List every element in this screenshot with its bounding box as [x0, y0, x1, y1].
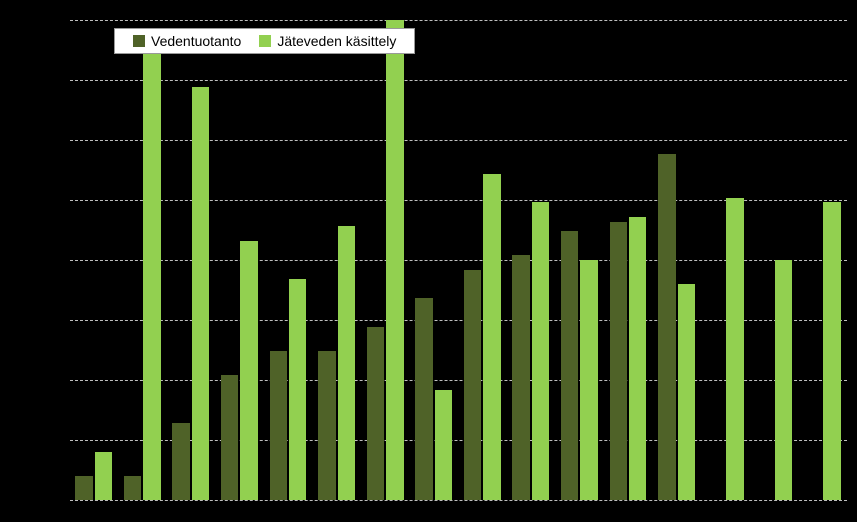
gridline — [70, 500, 847, 501]
bar-series2 — [775, 260, 792, 500]
gridline — [70, 140, 847, 141]
bar-series2 — [289, 279, 306, 500]
legend-label: Vedentuotanto — [151, 33, 241, 49]
bar-series2 — [143, 49, 160, 500]
bar-series1 — [561, 231, 578, 500]
bar-series1 — [415, 298, 432, 500]
plot-area — [70, 20, 847, 500]
bar-series2 — [580, 260, 597, 500]
bar-series2 — [95, 452, 112, 500]
legend-item: Vedentuotanto — [127, 33, 247, 49]
bar-series1 — [512, 255, 529, 500]
bar-series2 — [823, 202, 840, 500]
legend-label: Jäteveden käsittely — [277, 33, 396, 49]
gridline — [70, 20, 847, 21]
bar-series1 — [124, 476, 141, 500]
bar-series1 — [464, 270, 481, 500]
gridline — [70, 80, 847, 81]
bar-series1 — [270, 351, 287, 500]
bar-series2 — [240, 241, 257, 500]
bar-series1 — [172, 423, 189, 500]
bar-series1 — [221, 375, 238, 500]
bar-series2 — [386, 20, 403, 500]
legend-swatch-icon — [133, 35, 145, 47]
bar-series1 — [610, 222, 627, 500]
bar-series2 — [678, 284, 695, 500]
legend-item: Jäteveden käsittely — [253, 33, 402, 49]
bar-series2 — [435, 390, 452, 500]
bar-series2 — [192, 87, 209, 500]
bar-series2 — [629, 217, 646, 500]
chart-legend: Vedentuotanto Jäteveden käsittely — [114, 28, 415, 54]
bar-series2 — [726, 198, 743, 500]
bar-series2 — [532, 202, 549, 500]
bar-series1 — [75, 476, 92, 500]
bar-series1 — [658, 154, 675, 500]
bar-series1 — [318, 351, 335, 500]
bar-series2 — [338, 226, 355, 500]
bar-series1 — [367, 327, 384, 500]
bar-series2 — [483, 174, 500, 500]
bar-chart: Vedentuotanto Jäteveden käsittely — [0, 0, 857, 522]
legend-swatch-icon — [259, 35, 271, 47]
